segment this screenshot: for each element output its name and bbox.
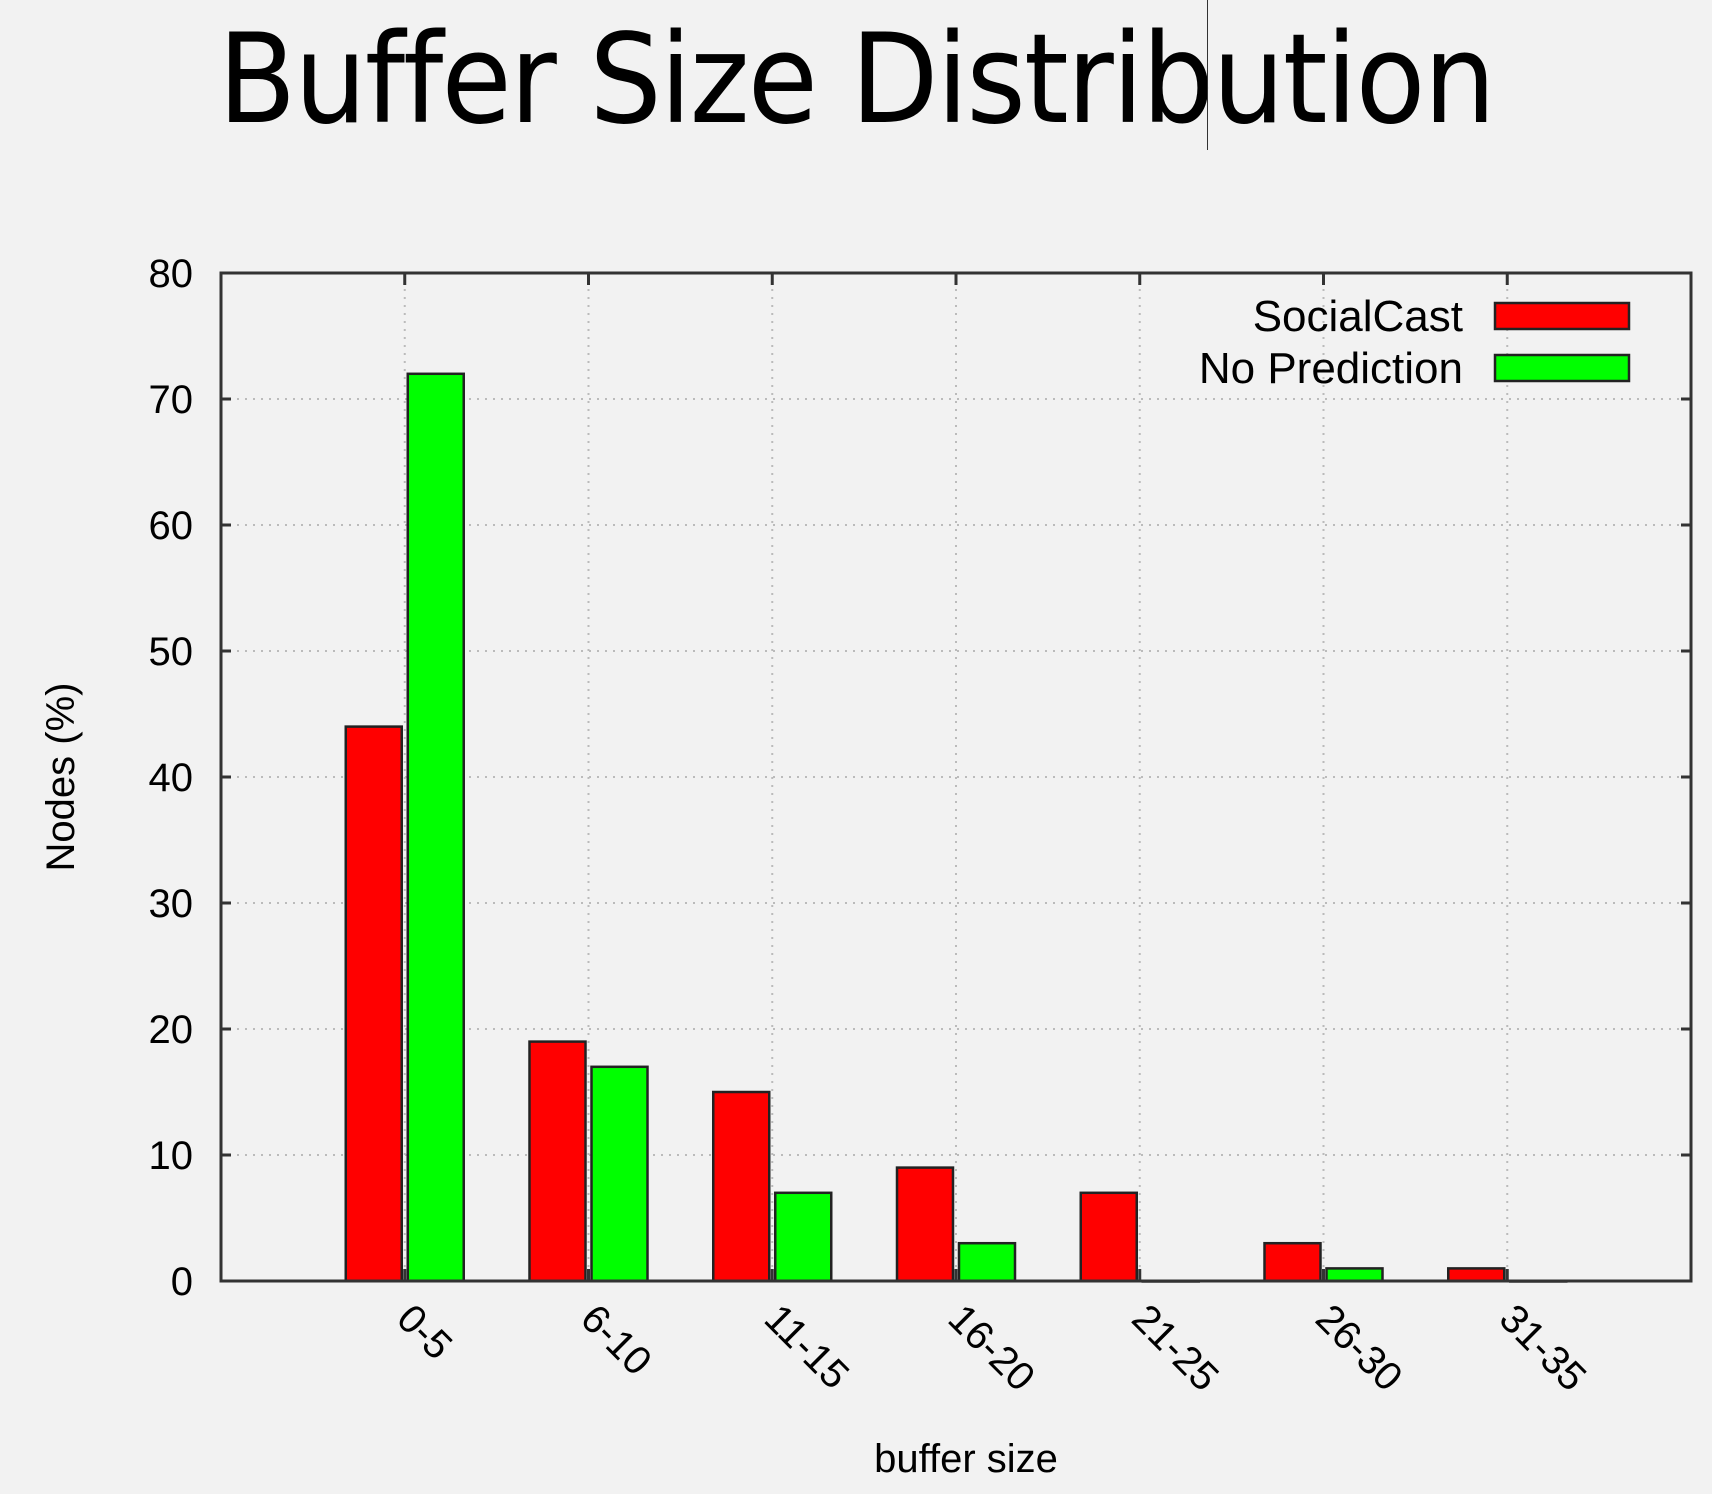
slide-title: Buffer Size Distribution <box>217 8 1496 152</box>
bars <box>344 372 1568 1283</box>
bar <box>957 1241 1017 1283</box>
y-tick-label: 10 <box>149 1134 194 1178</box>
bar <box>1447 1267 1506 1283</box>
y-tick-label: 50 <box>149 630 194 674</box>
x-tick-label: 31-35 <box>1491 1296 1594 1399</box>
x-tick-label: 16-20 <box>940 1296 1043 1399</box>
bar <box>774 1191 833 1283</box>
bar <box>895 1166 955 1283</box>
bar <box>406 372 465 1283</box>
gridlines <box>221 273 1691 1281</box>
y-tick-label: 0 <box>171 1260 193 1304</box>
y-tick-label: 40 <box>149 756 194 800</box>
bar <box>1079 1191 1138 1283</box>
y-tick-label: 80 <box>149 252 194 296</box>
x-tick-label: 26-30 <box>1307 1296 1410 1399</box>
y-tick-label: 70 <box>149 378 194 422</box>
legend-label: SocialCast <box>1253 292 1463 341</box>
legend-swatch <box>1493 301 1631 331</box>
x-tick-label: 6-10 <box>572 1296 660 1384</box>
bar <box>344 725 403 1283</box>
x-tick-label: 0-5 <box>388 1296 460 1368</box>
y-tick-label: 30 <box>149 882 194 926</box>
bar <box>1263 1241 1322 1283</box>
y-axis-ticks: 0 10 20 30 40 50 60 70 80 <box>149 252 1691 1304</box>
y-tick-label: 60 <box>149 504 194 548</box>
bar <box>590 1065 649 1283</box>
bar <box>528 1040 587 1283</box>
text-cursor <box>1207 0 1208 150</box>
legend-label: No Prediction <box>1199 344 1463 393</box>
legend-swatch <box>1493 353 1631 383</box>
bar <box>1325 1267 1384 1283</box>
bar <box>712 1090 771 1283</box>
x-tick-label: 11-15 <box>756 1296 857 1397</box>
x-tick-label: 21-25 <box>1123 1296 1226 1399</box>
x-axis-label: buffer size <box>874 1437 1058 1481</box>
y-axis-label: Nodes (%) <box>39 683 83 872</box>
y-tick-label: 20 <box>149 1008 194 1052</box>
